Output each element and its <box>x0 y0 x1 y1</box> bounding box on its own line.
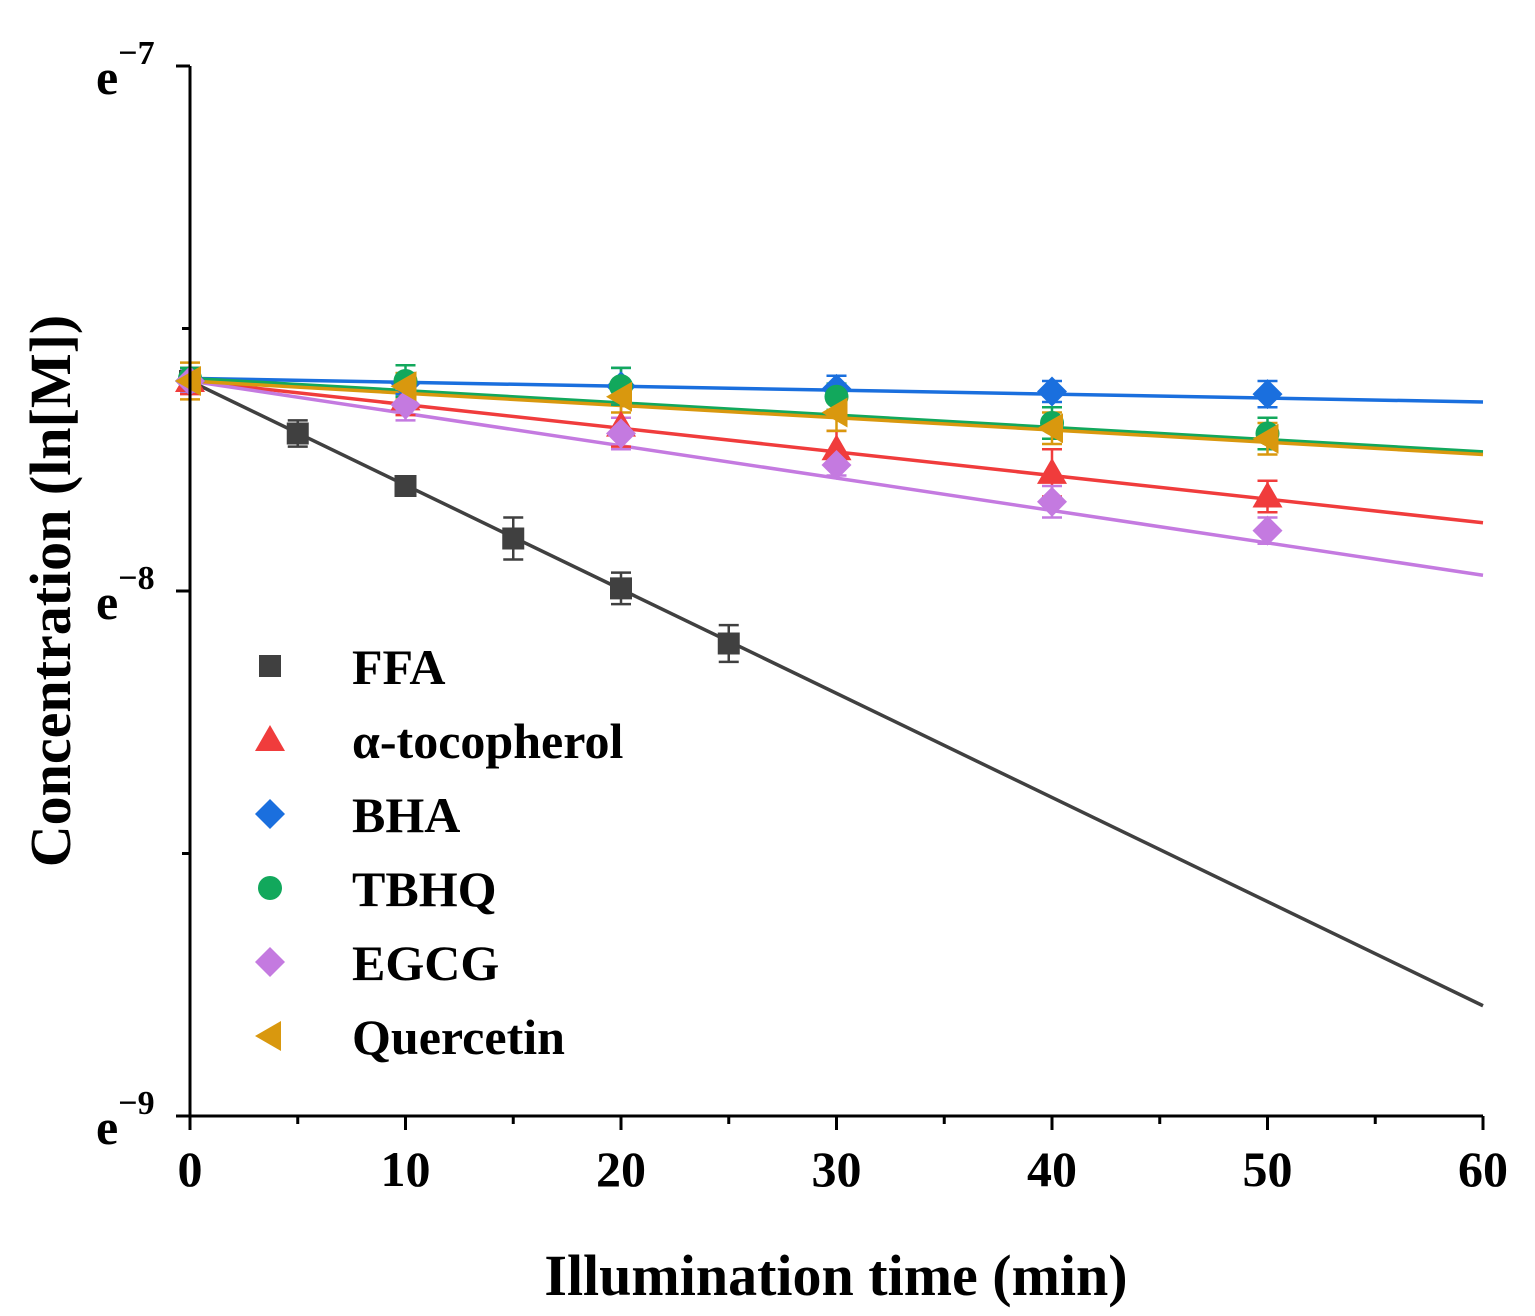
point-bha-4 <box>1037 376 1067 407</box>
legend-item-tocopherol: α-tocopherol <box>255 713 623 769</box>
point-ffa-2 <box>394 475 417 497</box>
legend: FFA α-tocopherol BHA TBHQ EGCG Quercetin <box>255 639 623 1065</box>
x-tick-label-0: 0 <box>178 1141 203 1197</box>
point-quercetin-4 <box>1037 413 1063 444</box>
legend-marker-bha <box>255 799 285 829</box>
y-ticks: e−9 e−8 e−7 <box>96 35 190 1155</box>
point-quercetin-3 <box>821 397 848 428</box>
legend-marker-ffa <box>259 655 281 677</box>
legend-item-ffa: FFA <box>259 639 445 695</box>
point-ffa-5 <box>717 632 740 655</box>
legend-label-bha: BHA <box>352 787 460 843</box>
data-markers <box>175 366 1283 655</box>
legend-label-tocopherol: α-tocopherol <box>352 713 623 769</box>
point-tocopherol-4 <box>1037 457 1067 484</box>
y-axis-title: Concentration (ln[M]) <box>18 315 83 868</box>
point-tocopherol-5 <box>1252 481 1283 508</box>
legend-marker-quercetin <box>255 1021 281 1051</box>
point-quercetin-0 <box>175 366 201 396</box>
point-quercetin-1 <box>390 371 417 402</box>
y-tick-label--7: e−7 <box>96 35 155 105</box>
y-tick-label--8: e−8 <box>96 560 155 630</box>
point-egcg-2 <box>606 418 636 449</box>
point-ffa-4 <box>610 577 632 600</box>
point-egcg-4 <box>1037 486 1067 517</box>
point-tocopherol-3 <box>821 434 852 461</box>
x-axis-title: Illumination time (min) <box>544 1243 1127 1308</box>
legend-item-quercetin: Quercetin <box>255 1009 565 1065</box>
x-ticks: 0 10 20 30 40 50 60 <box>178 1116 1508 1197</box>
point-ffa-1 <box>286 422 309 445</box>
legend-item-tbhq: TBHQ <box>258 861 496 917</box>
legend-label-egcg: EGCG <box>352 935 499 991</box>
x-tick-label-10: 10 <box>381 1141 431 1197</box>
legend-item-bha: BHA <box>255 787 460 843</box>
legend-marker-tbhq <box>258 876 282 900</box>
point-bha-5 <box>1252 379 1283 410</box>
legend-label-tbhq: TBHQ <box>352 861 496 917</box>
x-tick-label-50: 50 <box>1243 1141 1293 1197</box>
point-quercetin-2 <box>606 381 632 412</box>
point-ffa-3 <box>502 527 525 550</box>
x-tick-label-20: 20 <box>596 1141 646 1197</box>
point-quercetin-5 <box>1252 423 1279 454</box>
legend-label-ffa: FFA <box>352 639 445 695</box>
legend-marker-egcg <box>255 947 285 977</box>
legend-item-egcg: EGCG <box>255 935 499 991</box>
x-tick-label-40: 40 <box>1027 1141 1077 1197</box>
x-tick-label-60: 60 <box>1458 1141 1508 1197</box>
x-tick-label-30: 30 <box>812 1141 862 1197</box>
point-egcg-3 <box>821 450 852 480</box>
legend-marker-tocopherol <box>255 725 285 751</box>
y-tick-label--9: e−9 <box>96 1085 155 1155</box>
legend-label-quercetin: Quercetin <box>352 1009 565 1065</box>
point-egcg-5 <box>1252 515 1283 546</box>
